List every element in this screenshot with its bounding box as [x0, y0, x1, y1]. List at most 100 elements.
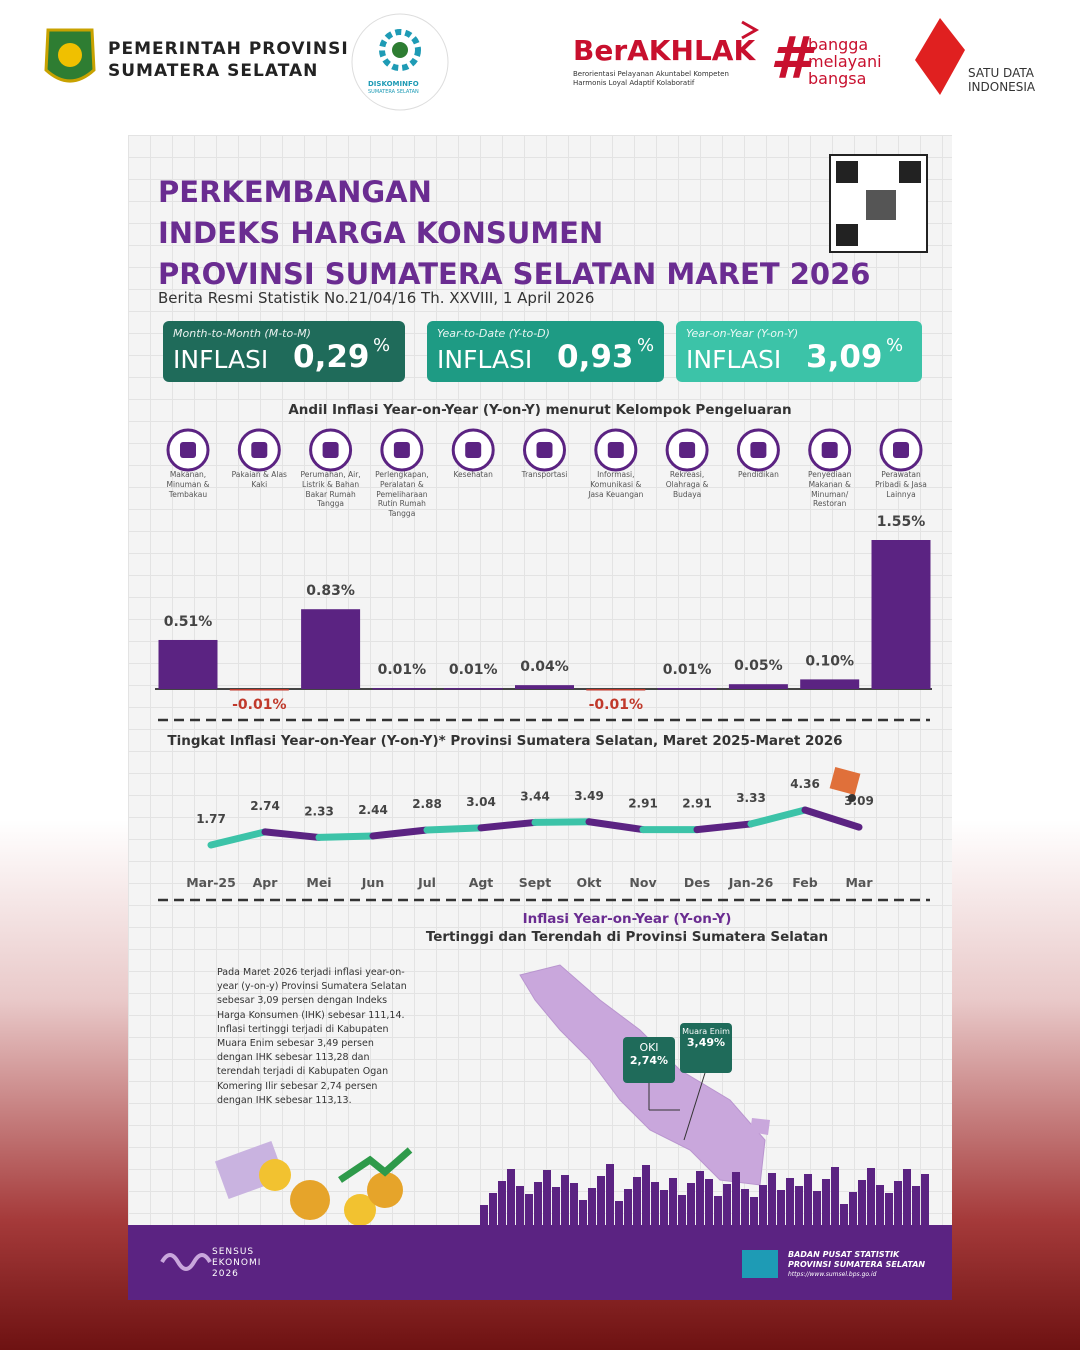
category-label: Informasi, Komunikasi & Jasa Keuangan — [588, 470, 644, 499]
box-label: INFLASI — [686, 345, 782, 374]
box-unit: % — [373, 335, 391, 356]
box-label: INFLASI — [437, 345, 533, 374]
box-period: Year-on-Year (Y-on-Y) — [686, 327, 799, 340]
value-label: 3.04 — [466, 795, 496, 809]
sensus: SENSUS EKONOMI 2026 — [212, 1247, 261, 1280]
category-icon-glyph — [821, 442, 838, 458]
category-icon-glyph — [536, 442, 553, 458]
building — [480, 1205, 488, 1225]
qr-body — [866, 190, 896, 220]
subtitle: Berita Resmi Statistik No.21/04/16 Th. X… — [158, 289, 595, 307]
bar — [229, 689, 289, 691]
main-title: PERKEMBANGAN INDEKS HARGA KONSUMEN PROVI… — [158, 172, 870, 295]
value-label: 0.01% — [663, 662, 712, 678]
building — [777, 1190, 785, 1225]
value-label: 1.55% — [877, 514, 926, 530]
x-tick-label: Mar — [845, 875, 873, 890]
x-tick-label: Nov — [629, 875, 656, 890]
category-icon-glyph — [893, 442, 909, 458]
x-tick-label: Jun — [361, 875, 384, 890]
bar — [800, 679, 860, 689]
title-line: PROVINSI SUMATERA SELATAN MARET 2026 — [158, 257, 871, 291]
category-label: Makanan, Minuman & Tembakau — [166, 470, 210, 499]
callout-oki: OKI 2,74% — [623, 1037, 675, 1083]
bangga-line: bangsa — [808, 69, 867, 88]
bag-deco — [367, 1172, 403, 1208]
building — [840, 1204, 848, 1225]
diskominfo-sub: SUMATERA SELATAN — [368, 89, 419, 95]
building — [543, 1170, 551, 1225]
callout-name: Muara Enim — [682, 1027, 730, 1036]
inflation-box: Year-to-Date (Y-to-D) INFLASI 0,93% — [427, 321, 664, 382]
building — [597, 1176, 605, 1225]
category-icon-glyph — [465, 442, 482, 458]
bangga-line: melayani — [808, 52, 882, 71]
x-tick-label: Jan-26 — [728, 875, 774, 890]
map-title: Inflasi Year-on-Year (Y-on-Y) Tertinggi … — [0, 910, 1080, 946]
arrow-deco — [338, 1147, 413, 1183]
bangga-line: bangga — [808, 35, 869, 54]
bangga: bangga melayani bangsa — [808, 36, 882, 87]
category-icon-glyph — [251, 442, 268, 458]
truck-wheel — [848, 794, 856, 802]
x-tick-label: Apr — [253, 875, 279, 890]
category-icon-glyph — [679, 442, 696, 458]
building — [795, 1186, 803, 1225]
category-label: Penyediaan Makanan & Minuman/ Restoran — [807, 470, 852, 509]
diskominfo-name: DISKOMINFO — [368, 80, 419, 88]
x-tick-label: Agt — [469, 875, 494, 890]
value-label: 0.04% — [520, 659, 569, 675]
category-label: Transportasi — [521, 470, 568, 479]
value-label: 4.36 — [790, 777, 820, 791]
value-label: 3.33 — [736, 791, 766, 805]
x-tick-label: Jul — [417, 875, 436, 890]
org-line: PEMERINTAH PROVINSI — [108, 39, 349, 59]
line-segment — [585, 818, 647, 834]
building — [705, 1179, 713, 1225]
bps-url: https://www.sumsel.bps.go.id — [788, 1271, 877, 1278]
building — [588, 1188, 596, 1225]
truck-deco — [829, 767, 861, 795]
building — [867, 1168, 875, 1225]
x-tick-label: Feb — [792, 875, 818, 890]
bar — [515, 685, 574, 689]
value-label: 3.44 — [520, 789, 550, 803]
building — [624, 1189, 632, 1225]
bar — [728, 684, 788, 689]
box-value: 0,93 — [557, 339, 634, 375]
building — [489, 1193, 497, 1225]
sensus-line: 2026 — [212, 1269, 239, 1279]
building — [804, 1174, 812, 1225]
building — [660, 1190, 668, 1225]
building — [525, 1194, 533, 1225]
qr-finder — [899, 161, 921, 183]
diskominfo-logo — [351, 13, 449, 111]
category-icon-glyph — [750, 442, 767, 458]
category-label: Perawatan Pribadi & Jasa Lainnya — [875, 470, 927, 499]
island — [750, 1118, 770, 1135]
value-label: 0.01% — [449, 662, 498, 678]
line-segment — [315, 832, 377, 841]
callout-value: 2,74% — [629, 1054, 669, 1067]
building — [714, 1196, 722, 1225]
building — [750, 1197, 758, 1225]
value-label: -0.01% — [589, 697, 643, 713]
building — [633, 1177, 641, 1225]
building — [678, 1195, 686, 1225]
line-segment — [261, 828, 323, 841]
x-tick-label: Des — [684, 875, 710, 890]
satudata-logo — [915, 18, 965, 95]
line-segment — [369, 826, 431, 840]
x-tick-label: Okt — [577, 875, 602, 890]
category-label: Kesehatan — [453, 470, 493, 479]
building — [768, 1173, 776, 1225]
line-title: Tingkat Inflasi Year-on-Year (Y-on-Y)* P… — [167, 733, 843, 749]
building — [759, 1185, 767, 1225]
building — [552, 1187, 560, 1225]
category-label: Perumahan, Air, Listrik & Bahan Bakar Ru… — [300, 470, 361, 509]
x-tick-label: Mar-25 — [186, 875, 236, 890]
building — [669, 1178, 677, 1225]
title-line: INDEKS HARGA KONSUMEN — [158, 216, 604, 250]
title-line: PERKEMBANGAN — [158, 175, 432, 209]
